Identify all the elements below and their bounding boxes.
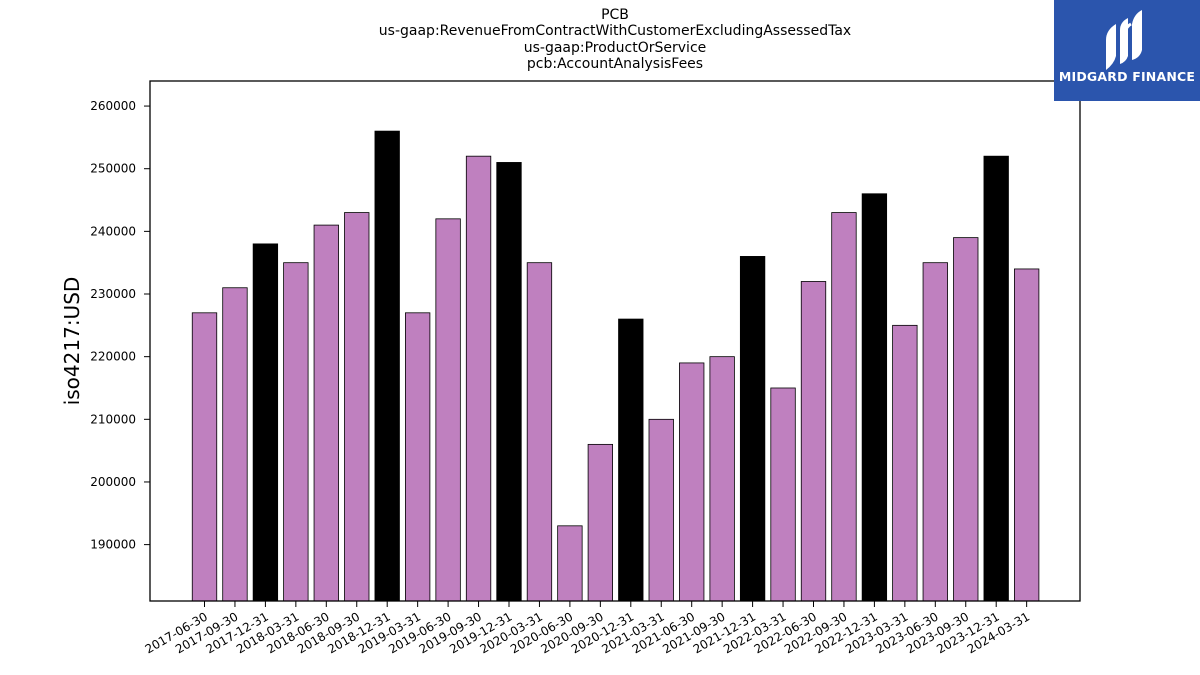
y-axis-label: iso4217:USD <box>60 277 84 406</box>
bar-2019-12-31 <box>496 162 522 602</box>
bar-2022-06-30 <box>800 281 827 602</box>
y-tick-label-200000: 200000 <box>90 475 136 489</box>
title-member: pcb:AccountAnalysisFees <box>526 56 704 72</box>
bar-2018-03-31 <box>283 262 309 602</box>
bar-2022-12-31 <box>861 193 888 602</box>
y-tick-label-240000: 240000 <box>90 224 136 238</box>
bar-2018-09-30 <box>344 212 370 602</box>
bar-2022-09-30 <box>831 212 857 602</box>
bar-2023-12-31 <box>983 155 1009 602</box>
title-ticker: PCB <box>601 7 629 23</box>
logo: MIDGARD FINANCE <box>1054 0 1200 101</box>
bar-2019-06-30 <box>435 218 461 602</box>
title-concept: us-gaap:RevenueFromContractWithCustomerE… <box>378 23 852 39</box>
y-tick-label-220000: 220000 <box>90 350 136 364</box>
bar-2021-09-30 <box>709 356 735 602</box>
bar-2018-12-31 <box>374 130 400 602</box>
bar-2023-06-30 <box>922 262 948 602</box>
bar-2019-09-30 <box>465 155 492 602</box>
bar-2020-09-30 <box>587 443 613 602</box>
y-tick-label-250000: 250000 <box>90 162 136 176</box>
bar-2023-09-30 <box>953 237 979 602</box>
bar-2020-03-31 <box>526 262 553 602</box>
bar-2017-09-30 <box>222 287 248 602</box>
bar-2022-03-31 <box>770 387 796 602</box>
y-tick-label-190000: 190000 <box>90 538 136 552</box>
bar-2021-06-30 <box>679 362 705 602</box>
bar-2023-03-31 <box>892 324 918 602</box>
bar-2020-06-30 <box>557 525 583 602</box>
midgard-logo-icon <box>1106 10 1142 70</box>
logo-text: MIDGARD FINANCE <box>1058 69 1196 84</box>
bar-2017-06-30 <box>191 312 218 602</box>
bar-2021-03-31 <box>648 418 674 602</box>
y-tick-label-260000: 260000 <box>90 99 136 113</box>
bar-2019-03-31 <box>404 312 431 602</box>
bar-2021-12-31 <box>739 256 766 602</box>
y-tick-label-210000: 210000 <box>90 412 136 426</box>
title-axis: us-gaap:ProductOrService <box>523 40 707 56</box>
bar-2020-12-31 <box>618 318 644 602</box>
plot-frame <box>149 80 1081 602</box>
bar-2017-12-31 <box>252 243 279 602</box>
bar-2018-06-30 <box>313 224 339 602</box>
bar-2024-03-31 <box>1014 268 1040 602</box>
y-tick-label-230000: 230000 <box>90 287 136 301</box>
